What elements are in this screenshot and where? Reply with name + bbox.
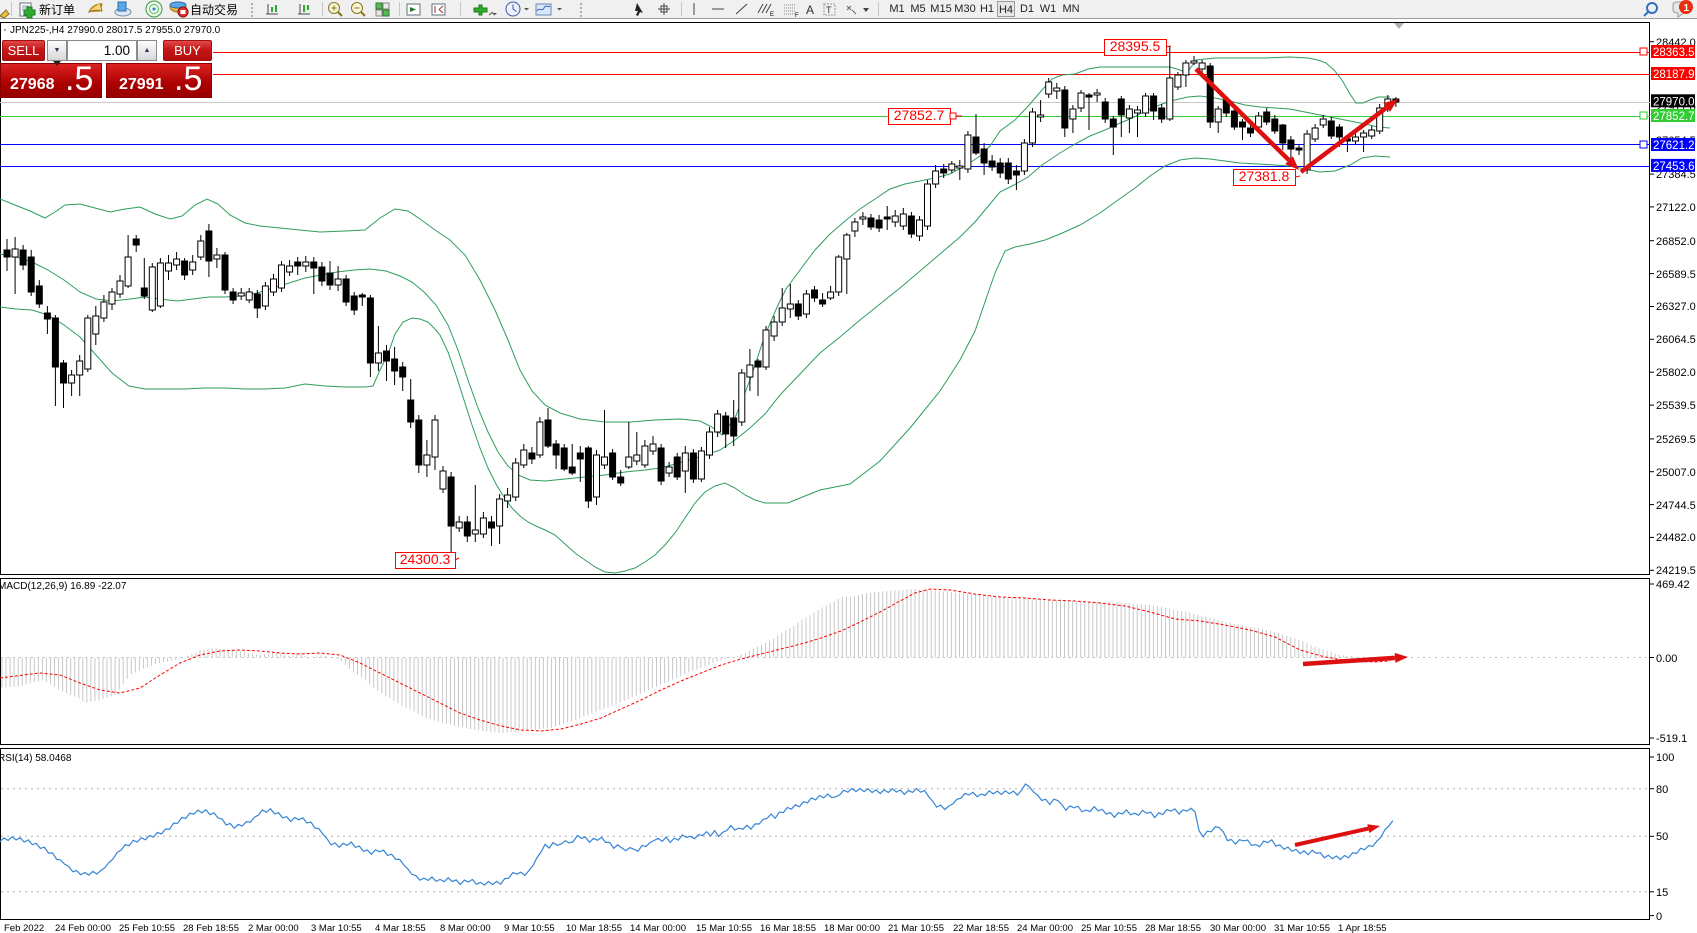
svg-text:24 Mar 00:00: 24 Mar 00:00 [1017,923,1073,933]
svg-text:27970.0: 27970.0 [1653,96,1695,108]
svg-text:27453.6: 27453.6 [1653,161,1695,173]
svg-text:26327.0: 26327.0 [1656,301,1696,313]
svg-text:9 Mar 10:55: 9 Mar 10:55 [504,923,555,933]
svg-text:24 Feb 00:00: 24 Feb 00:00 [55,923,111,933]
svg-text:0: 0 [1656,911,1662,923]
svg-text:1: 1 [1684,3,1690,14]
svg-text:MACD(12,26,9) 16.89 -22.07: MACD(12,26,9) 16.89 -22.07 [0,581,127,592]
svg-text:26589.5: 26589.5 [1656,269,1696,281]
svg-text:24219.5: 24219.5 [1656,565,1696,577]
svg-text:25007.0: 25007.0 [1656,467,1696,479]
svg-text:26064.5: 26064.5 [1656,334,1696,346]
svg-text:24300.3: 24300.3 [400,551,451,567]
svg-text:21 Mar 10:55: 21 Mar 10:55 [888,923,944,933]
svg-text:8 Mar 00:00: 8 Mar 00:00 [440,923,491,933]
svg-text:25 Feb 10:55: 25 Feb 10:55 [119,923,175,933]
svg-text:27381.8: 27381.8 [1239,168,1290,184]
svg-text:25802.0: 25802.0 [1656,367,1696,379]
svg-text:28187.9: 28187.9 [1653,69,1695,81]
svg-text:31 Mar 10:55: 31 Mar 10:55 [1274,923,1330,933]
svg-text:JPN225-,H4 27990.0 28017.5 27: JPN225-,H4 27990.0 28017.5 27955.0 27970… [10,25,221,36]
svg-text:·: · [3,22,7,36]
svg-text:E: E [770,12,774,18]
svg-text:18 Mar 00:00: 18 Mar 00:00 [824,923,880,933]
svg-text:RSI(14) 58.0468: RSI(14) 58.0468 [0,753,72,764]
svg-text:28363.5: 28363.5 [1653,47,1695,59]
svg-text:15 Mar 10:55: 15 Mar 10:55 [696,923,752,933]
svg-text:27384.5: 27384.5 [1656,169,1696,181]
svg-text:2 Mar 00:00: 2 Mar 00:00 [248,923,299,933]
svg-text:15: 15 [1656,887,1668,899]
svg-text:22 Mar 18:55: 22 Mar 18:55 [953,923,1009,933]
svg-text:25 Mar 10:55: 25 Mar 10:55 [1081,923,1137,933]
svg-text:28 Mar 18:55: 28 Mar 18:55 [1145,923,1201,933]
svg-text:27621.2: 27621.2 [1653,140,1695,152]
svg-text:0.00: 0.00 [1656,653,1677,665]
svg-text:28 Feb 18:55: 28 Feb 18:55 [183,923,239,933]
svg-text:1 Apr 18:55: 1 Apr 18:55 [1338,923,1387,933]
svg-text:-519.1: -519.1 [1656,733,1687,745]
svg-text:27122.0: 27122.0 [1656,202,1696,214]
svg-text:26852.0: 26852.0 [1656,236,1696,248]
svg-text:24482.0: 24482.0 [1656,532,1696,544]
svg-text:Feb 2022: Feb 2022 [4,923,44,933]
svg-text:14 Mar 00:00: 14 Mar 00:00 [630,923,686,933]
svg-text:27852.7: 27852.7 [894,107,945,123]
svg-text:50: 50 [1656,831,1668,843]
svg-text:24744.5: 24744.5 [1656,500,1696,512]
svg-text:4 Mar 18:55: 4 Mar 18:55 [375,923,426,933]
svg-text:25269.5: 25269.5 [1656,434,1696,446]
svg-text:A: A [806,3,814,17]
svg-text:27852.7: 27852.7 [1653,111,1695,123]
svg-text:28395.5: 28395.5 [1110,38,1161,54]
svg-text:3 Mar 10:55: 3 Mar 10:55 [311,923,362,933]
svg-text:80: 80 [1656,784,1668,796]
svg-text:30 Mar 00:00: 30 Mar 00:00 [1210,923,1266,933]
svg-text:F: F [795,13,799,19]
svg-text:10 Mar 18:55: 10 Mar 18:55 [566,923,622,933]
svg-text:100: 100 [1656,752,1674,764]
svg-text:25539.5: 25539.5 [1656,400,1696,412]
svg-text:T: T [826,5,832,15]
svg-text:469.42: 469.42 [1656,579,1690,591]
svg-text:16 Mar 18:55: 16 Mar 18:55 [760,923,816,933]
